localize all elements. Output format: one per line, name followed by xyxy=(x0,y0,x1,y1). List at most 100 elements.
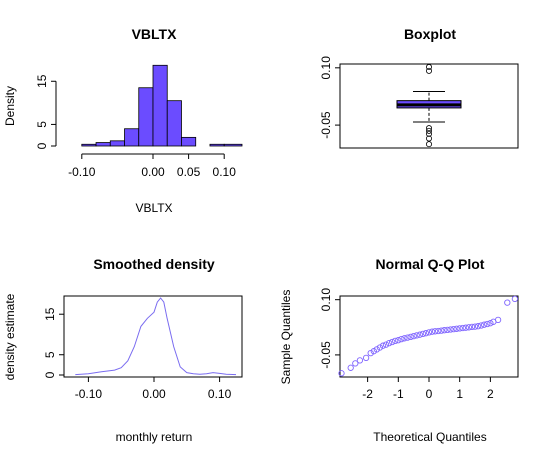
density-y-tick-label: 0 xyxy=(43,371,57,378)
histogram-ylabel: Density xyxy=(3,86,17,126)
qq-point-5 xyxy=(367,349,374,357)
boxplot-y-tick-label: 0.10 xyxy=(319,56,333,80)
qq-point-27 xyxy=(435,327,442,335)
qq-xlabel: Theoretical Quantiles xyxy=(373,430,486,444)
qq-point-24 xyxy=(425,329,433,336)
histogram-panel: VBLTX VBLTX Density -0.10 0.00 0.05 0.10 0 5 1… xyxy=(3,26,243,215)
boxplot-panel: Boxplot -0.05 0.10 xyxy=(319,26,519,149)
qq-axes: -2 -1 0 1 2 -0.05 0.10 xyxy=(319,288,494,401)
qq-point-39 xyxy=(471,323,479,330)
boxplot-box xyxy=(396,64,462,148)
qq-point-22 xyxy=(419,330,427,338)
histogram-bar-5 xyxy=(138,87,154,147)
qq-x-tick-label: 2 xyxy=(487,387,494,401)
density-frame xyxy=(63,295,243,378)
histogram-bar-4 xyxy=(124,128,140,147)
histogram-y-tick-label: 5 xyxy=(35,121,49,128)
histogram-bar-2 xyxy=(95,142,111,147)
qq-title: Normal Q-Q Plot xyxy=(376,256,485,272)
qq-point-23 xyxy=(422,330,430,337)
qq-point-13 xyxy=(392,337,399,345)
qq-point-10 xyxy=(382,341,390,348)
qq-point-2 xyxy=(352,360,359,367)
boxplot-outlier-5 xyxy=(425,135,432,142)
qq-point-26 xyxy=(431,328,439,335)
boxplot-axes: -0.05 0.10 xyxy=(319,56,340,139)
histogram-bar-1 xyxy=(81,143,97,147)
density-y-tick-label: 15 xyxy=(43,307,57,321)
histogram-bar-6 xyxy=(152,64,168,147)
qq-point-11 xyxy=(385,339,393,347)
qq-point-0 xyxy=(338,370,345,377)
qq-panel: Normal Q-Q Plot Theoretical Quantiles Sa… xyxy=(279,256,519,444)
qq-point-29 xyxy=(441,327,448,334)
qq-x-tick-label: -2 xyxy=(362,387,373,401)
boxplot-outlier-0 xyxy=(425,64,432,71)
histogram-y-tick-label: 0 xyxy=(35,142,49,149)
qq-point-15 xyxy=(398,335,405,343)
boxplot-outlier-3 xyxy=(425,127,432,134)
boxplot-outlier-1 xyxy=(425,67,432,74)
qq-y-tick-label: 0.10 xyxy=(319,288,333,312)
qq-point-14 xyxy=(395,337,402,344)
qq-point-28 xyxy=(438,327,445,334)
boxplot-outlier-6 xyxy=(425,141,432,148)
qq-ylabel: Sample Quantiles xyxy=(279,290,293,385)
qq-point-21 xyxy=(416,331,423,338)
histogram-bar-11 xyxy=(223,143,243,147)
boxplot-frame xyxy=(339,63,519,149)
qq-point-20 xyxy=(413,332,420,339)
qq-point-8 xyxy=(376,344,384,351)
density-x-tick-label: -0.10 xyxy=(75,387,103,401)
density-x-tick-label: 0.10 xyxy=(208,387,232,401)
density-curve xyxy=(75,297,237,376)
density-xlabel: monthly return xyxy=(116,430,193,444)
qq-point-36 xyxy=(462,324,469,331)
qq-point-43 xyxy=(484,320,491,328)
qq-point-41 xyxy=(478,322,485,329)
qq-y-tick-label: -0.05 xyxy=(319,341,333,369)
qq-point-9 xyxy=(379,342,387,349)
qq-point-17 xyxy=(404,334,411,341)
qq-point-32 xyxy=(450,325,457,333)
qq-point-46 xyxy=(494,316,502,324)
boxplot-outlier-2 xyxy=(425,125,432,132)
boxplot-outlier-4 xyxy=(425,130,432,137)
histogram-x-tick-label: -0.10 xyxy=(68,165,96,179)
qq-x-tick-label: 1 xyxy=(456,387,463,401)
density-y-tick-label: 5 xyxy=(43,351,57,358)
qq-point-38 xyxy=(468,323,476,331)
histogram-y-tick-label: 15 xyxy=(35,74,49,88)
qq-points xyxy=(338,295,519,377)
qq-point-42 xyxy=(481,321,488,328)
histogram-x-tick-label: 0.05 xyxy=(177,165,201,179)
qq-point-25 xyxy=(428,328,436,335)
histogram-bar-3 xyxy=(109,140,125,147)
qq-point-1 xyxy=(347,364,354,371)
histogram-xlabel: VBLTX xyxy=(135,201,172,215)
histogram-bar-7 xyxy=(166,100,182,147)
qq-x-tick-label: 0 xyxy=(426,387,433,401)
density-title: Smoothed density xyxy=(93,256,215,272)
qq-point-44 xyxy=(487,320,494,327)
qq-point-37 xyxy=(465,324,473,331)
density-axes: -0.10 0.00 0.10 0 5 15 xyxy=(43,307,232,401)
histogram-bars xyxy=(81,64,243,147)
histogram-bar-10 xyxy=(209,143,225,147)
density-ylabel: density estimate xyxy=(3,293,17,380)
qq-point-19 xyxy=(410,332,417,340)
qq-point-40 xyxy=(474,323,482,330)
qq-point-7 xyxy=(373,346,380,353)
qq-point-18 xyxy=(407,333,414,341)
qq-point-34 xyxy=(456,325,463,332)
qq-point-48 xyxy=(511,295,519,303)
qq-point-35 xyxy=(459,324,466,332)
boxplot-y-tick-label: -0.05 xyxy=(319,111,333,139)
density-x-tick-label: 0.00 xyxy=(142,387,166,401)
qq-point-3 xyxy=(356,357,364,364)
qq-x-tick-label: -1 xyxy=(393,387,404,401)
qq-point-47 xyxy=(504,299,511,306)
histogram-title: VBLTX xyxy=(132,26,178,42)
density-panel: Smoothed density monthly return density … xyxy=(3,256,243,444)
